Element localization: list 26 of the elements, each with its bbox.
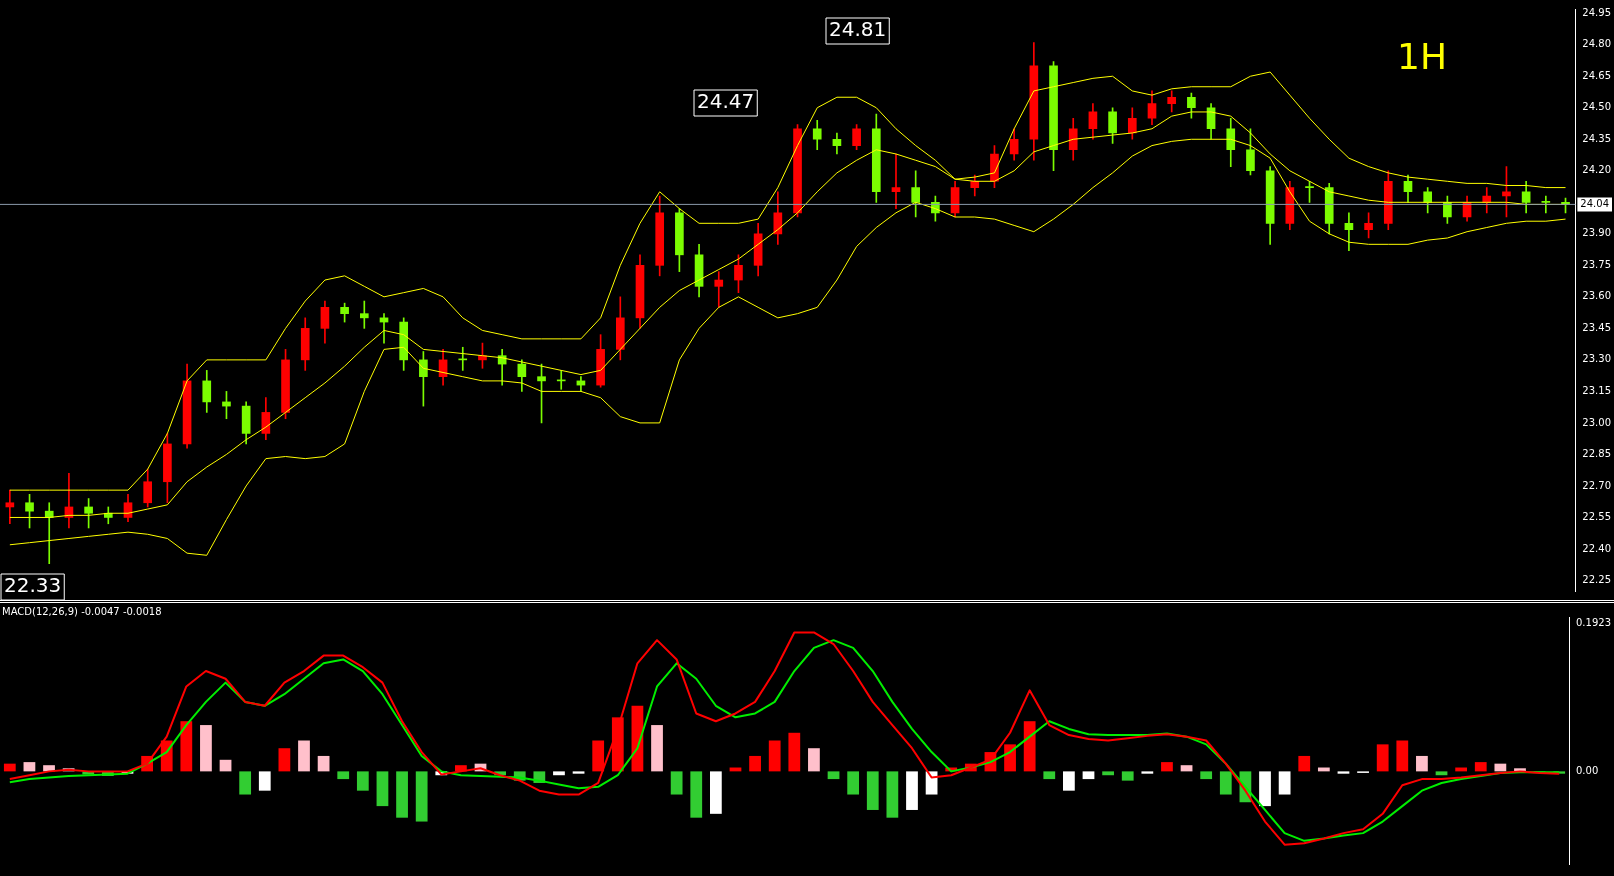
annotation: 24.81 (829, 17, 887, 42)
y-tick-label: 23.60 (1582, 290, 1612, 302)
annotation: 22.33 (4, 573, 62, 598)
y-tick-label: 22.25 (1582, 574, 1612, 586)
y-tick-label: 24.50 (1582, 101, 1612, 113)
annotation: 1H (1397, 36, 1447, 78)
y-tick-label: 23.00 (1582, 416, 1612, 428)
y-tick-label: 22.70 (1582, 479, 1612, 491)
y-tick-label: 23.30 (1582, 353, 1612, 365)
y-tick-label: 22.40 (1582, 542, 1612, 554)
y-tick-label: 24.80 (1582, 38, 1612, 50)
annotation: 24.47 (697, 89, 755, 114)
y-tick-label: 24.95 (1582, 6, 1612, 18)
y-tick-label: 0.1923 (1576, 616, 1612, 628)
y-tick-label: 23.75 (1582, 258, 1612, 270)
y-tick-label: 22.55 (1582, 511, 1612, 523)
y-tick-label: 0.00 (1576, 764, 1599, 776)
y-tick-label: 23.45 (1582, 321, 1612, 333)
y-tick-label: 24.20 (1582, 164, 1612, 176)
y-tick-label: 23.15 (1582, 384, 1612, 396)
ref-line-label: 24.04 (1580, 197, 1610, 209)
chart-title: MACD(12,26,9) -0.0047 -0.0018 (2, 605, 162, 617)
y-tick-label: 24.35 (1582, 132, 1612, 144)
y-tick-label: 22.85 (1582, 448, 1612, 460)
y-tick-label: 23.90 (1582, 227, 1612, 239)
y-tick-label: 24.65 (1582, 69, 1612, 81)
